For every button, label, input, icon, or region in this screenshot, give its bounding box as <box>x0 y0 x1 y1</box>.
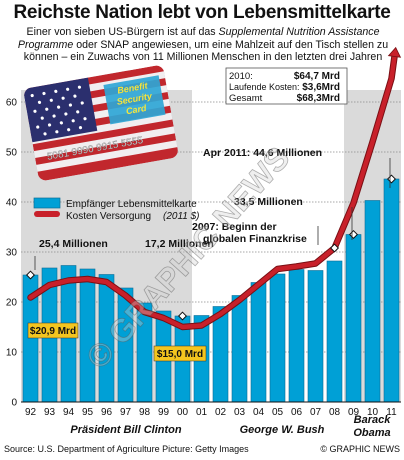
x-tick-label: 10 <box>367 407 379 418</box>
cost-box-label-2: Laufende Kosten: <box>229 82 300 92</box>
y-tick-label: 10 <box>6 348 18 359</box>
cost-label-1992-box <box>27 322 79 339</box>
headline: Reichste Nation lebt von Lebensmittelkar… <box>13 2 391 23</box>
legend-line-label: Kosten Versorgung <box>66 211 151 222</box>
x-tick-label: 06 <box>291 407 303 418</box>
cost-line-arrowhead <box>387 46 402 58</box>
x-tick-label: 98 <box>139 407 151 418</box>
legend-bar-swatch <box>33 197 61 209</box>
bar-03 <box>231 295 248 403</box>
bar-04 <box>250 282 267 403</box>
era-clinton: Präsident Bill Clinton <box>70 424 182 436</box>
cost-label-2000: $15,0 Mrd <box>157 349 203 360</box>
cost-box-label-3: Gesamt <box>229 93 263 104</box>
legend-line-swatch <box>34 211 60 217</box>
x-tick-label: 93 <box>44 407 56 418</box>
intro-text: Einer von sieben US-Bürgern ist auf das … <box>4 26 402 64</box>
bar-07 <box>307 270 324 403</box>
era-bush: George W. Bush <box>240 424 325 436</box>
annotation-1992-recipients: 25,4 Millionen <box>39 238 108 250</box>
intro-program: Supplemental Nutrition Assistance <box>218 26 380 38</box>
legend-bars-label: Empfänger Lebensmittelkarte <box>66 199 197 210</box>
x-tick-label: 08 <box>329 407 341 418</box>
bar-08 <box>326 260 343 403</box>
x-tick-label: 01 <box>196 407 208 418</box>
y-tick-label: 40 <box>6 198 18 209</box>
x-tick-label: 95 <box>82 407 94 418</box>
x-tick-label: 92 <box>25 407 37 418</box>
marker-92 <box>25 270 36 280</box>
y-axis: 0 10 20 30 40 50 60 <box>6 98 18 409</box>
y-tick-label: 0 <box>11 398 17 409</box>
era-obama-1: Barack <box>354 414 392 426</box>
x-tick-label: 96 <box>101 407 113 418</box>
x-axis: 92 93 94 95 96 97 98 99 00 01 02 03 04 05 06 07 08 09 10 11 <box>21 401 401 418</box>
x-tick-label: 02 <box>215 407 227 418</box>
cost-box-value-2: $3,6Mrd <box>302 82 340 93</box>
annotation-crisis-1: 2007: Beginn der <box>192 221 277 233</box>
cost-box-value-3: $68,3Mrd <box>297 93 340 104</box>
cost-line <box>28 54 397 330</box>
legend: Empfänger Lebensmittelkarte Kosten Verso… <box>33 197 200 222</box>
y-tick-label: 50 <box>6 148 18 159</box>
legend-line-unit: (2011 $) <box>163 211 200 222</box>
x-tick-label: 04 <box>253 407 265 418</box>
bar-05 <box>269 273 286 403</box>
x-tick-label: 07 <box>310 407 322 418</box>
card-text-3: Card <box>125 103 147 116</box>
bar-06 <box>288 269 305 403</box>
x-tick-label: 99 <box>158 407 170 418</box>
x-tick-label: 05 <box>272 407 284 418</box>
x-tick-label: 94 <box>63 407 75 418</box>
x-tick-label: 11 <box>386 407 397 418</box>
era-labels: Präsident Bill Clinton George W. Bush Ba… <box>70 414 391 439</box>
x-tick-label: 03 <box>234 407 246 418</box>
annotation-crisis-2: globalen Finanzkrise <box>203 233 307 245</box>
food-card-image: Benefit Security Card 5081 9990 9915 555… <box>22 64 180 182</box>
cost-label-1992: $20,9 Mrd <box>30 326 76 337</box>
marker-00 <box>177 311 188 321</box>
intro-program2: Programme <box>17 38 74 51</box>
cost-box-label-1: 2010: <box>229 71 253 82</box>
annotation-2008-recipients: 33,5 Millionen <box>234 196 303 208</box>
intro-line1: Einer von sieben US-Bürgern ist auf das <box>26 26 216 38</box>
annotation-2000-recipients: 17,2 Millionen <box>145 238 214 250</box>
cost-label-2000-box <box>153 345 207 362</box>
annotation-2011-recipients: Apr 2011: 44,6 Millionen <box>203 147 322 159</box>
bar-10 <box>364 200 381 403</box>
footer-credit: © GRAPHIC NEWS <box>320 444 400 454</box>
y-tick-label: 30 <box>6 248 18 259</box>
cost-box-value-1: $64,7 Mrd <box>294 71 340 82</box>
intro-line2: oder SNAP angewiesen, um eine Mahlzeit a… <box>76 38 389 51</box>
bar-11 <box>383 178 400 403</box>
bar-09 <box>345 234 362 403</box>
annotations: 25,4 Millionen 17,2 Millionen 2007: Begi… <box>27 147 391 362</box>
footer-source: Source: U.S. Department of Agriculture P… <box>4 444 249 454</box>
intro-line3: können – ein Zuwachs von 11 Millionen Me… <box>23 51 383 64</box>
marker-08 <box>329 243 340 253</box>
x-tick-label: 09 <box>348 407 360 418</box>
y-tick-label: 60 <box>6 98 18 109</box>
x-tick-label: 00 <box>177 407 189 418</box>
x-tick-label: 97 <box>120 407 132 418</box>
y-tick-label: 20 <box>6 298 18 309</box>
cost-box: 2010: $64,7 Mrd Laufende Kosten: $3,6Mrd… <box>225 67 348 105</box>
era-obama-2: Obama <box>353 427 390 439</box>
